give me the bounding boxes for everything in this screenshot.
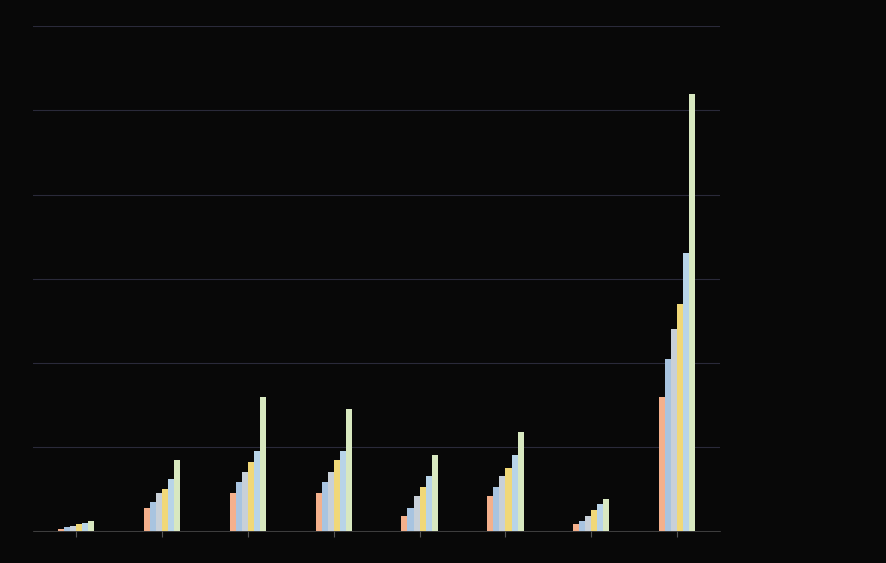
Bar — [487, 496, 494, 531]
Bar — [425, 476, 431, 531]
Bar — [678, 304, 683, 531]
Bar — [64, 527, 70, 531]
Bar — [592, 510, 597, 531]
Bar — [431, 455, 438, 531]
Bar — [506, 468, 511, 531]
Bar — [229, 493, 236, 531]
Bar — [511, 455, 517, 531]
Bar — [253, 451, 260, 531]
Bar — [408, 508, 414, 531]
Bar — [500, 476, 506, 531]
Bar — [58, 529, 64, 531]
Bar — [672, 329, 678, 531]
Bar — [144, 508, 150, 531]
Bar — [247, 462, 253, 531]
Bar — [586, 516, 592, 531]
Bar — [328, 472, 333, 531]
Bar — [260, 396, 266, 531]
Bar — [242, 472, 247, 531]
Bar — [573, 525, 579, 531]
Bar — [597, 504, 603, 531]
Bar — [665, 359, 672, 531]
Bar — [346, 409, 352, 531]
Bar — [75, 525, 82, 531]
Bar — [659, 396, 665, 531]
Bar — [494, 488, 500, 531]
Bar — [167, 479, 174, 531]
Bar — [322, 482, 328, 531]
Bar — [517, 432, 524, 531]
Bar — [401, 516, 408, 531]
Bar — [315, 493, 322, 531]
Bar — [603, 499, 610, 531]
Bar — [339, 451, 346, 531]
Bar — [161, 489, 167, 531]
Bar — [236, 482, 242, 531]
Bar — [333, 459, 339, 531]
Bar — [82, 523, 88, 531]
Bar — [150, 502, 156, 531]
Bar — [156, 493, 161, 531]
Bar — [414, 496, 420, 531]
Bar — [174, 459, 180, 531]
Bar — [88, 521, 94, 531]
Bar — [689, 93, 696, 531]
Bar — [683, 253, 689, 531]
Bar — [420, 488, 425, 531]
Bar — [70, 526, 75, 531]
Bar — [579, 521, 586, 531]
